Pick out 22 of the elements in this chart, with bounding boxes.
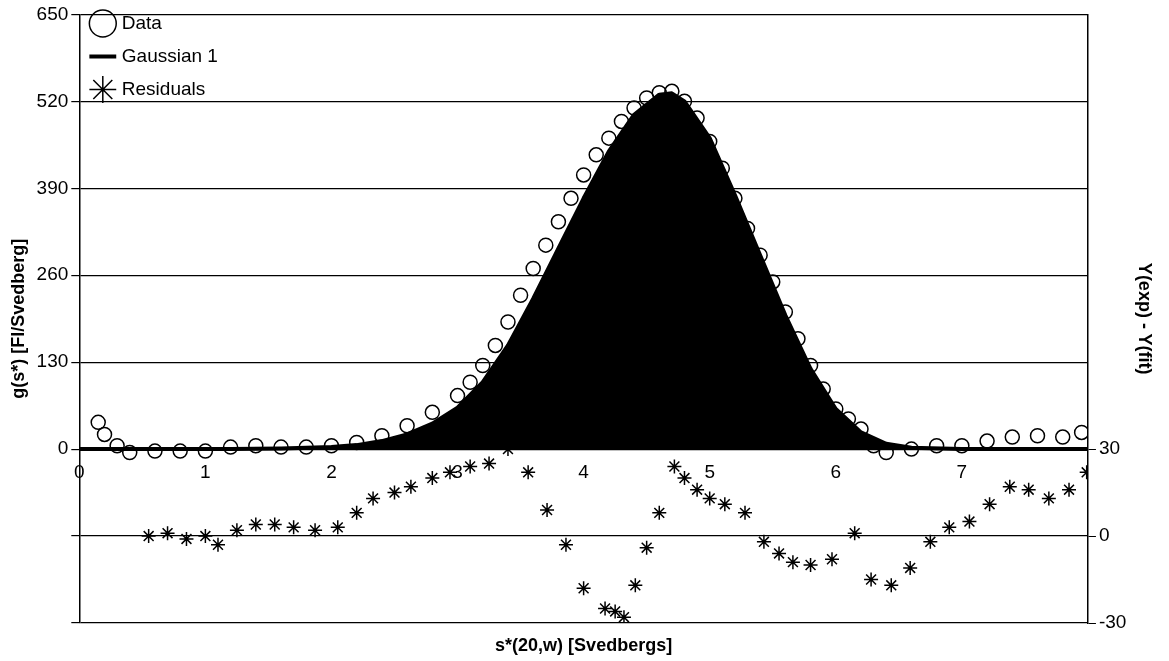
x-tick-label: 2: [326, 460, 337, 482]
y-tick-label: 520: [36, 89, 69, 111]
y2-tick-label: 0: [1098, 524, 1110, 546]
x-tick-label: 5: [704, 460, 715, 482]
x-tick-label: 1: [200, 460, 211, 482]
y2-axis-title: Y(exp) - Y(fit): [1135, 262, 1156, 375]
y-tick-label: 650: [36, 2, 69, 24]
legend-label: Data: [121, 11, 163, 33]
y-tick-label: 0: [57, 437, 69, 459]
legend-label: Residuals: [121, 77, 206, 99]
y-axis-title: g(s*) [Fl/Svedberg]: [7, 238, 28, 399]
y-tick-label: 130: [36, 350, 69, 372]
x-tick-label: 3: [452, 460, 463, 482]
x-tick-label: 4: [578, 460, 590, 482]
x-tick-label: 7: [956, 460, 968, 482]
y2-tick-label: -30: [1098, 611, 1127, 633]
legend-label: Gaussian 1: [121, 44, 218, 66]
y-tick-label: 260: [36, 263, 69, 285]
x-tick-label: 6: [830, 460, 842, 482]
y-tick-label: 390: [36, 176, 69, 198]
y2-tick-label: 30: [1098, 437, 1121, 459]
x-axis-title: s*(20,w) [Svedbergs]: [495, 634, 673, 655]
